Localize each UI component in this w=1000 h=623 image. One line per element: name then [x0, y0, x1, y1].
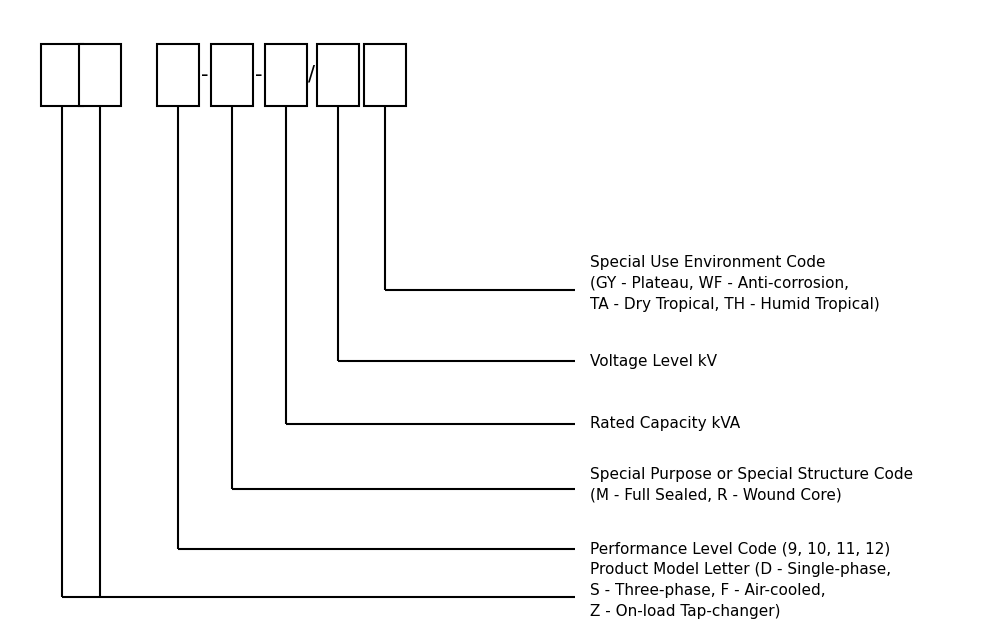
Bar	[211, 44, 253, 106]
Text: /: /	[308, 65, 316, 85]
Text: Performance Level Code (9, 10, 11, 12): Performance Level Code (9, 10, 11, 12)	[590, 542, 890, 557]
Text: -: -	[201, 65, 209, 85]
Bar	[317, 44, 359, 106]
Bar	[364, 44, 406, 106]
Bar	[265, 44, 307, 106]
Text: Special Purpose or Special Structure Code
(M - Full Sealed, R - Wound Core): Special Purpose or Special Structure Cod…	[590, 467, 913, 503]
Text: Voltage Level kV: Voltage Level kV	[590, 354, 717, 369]
Text: -: -	[255, 65, 263, 85]
Text: Product Model Letter (D - Single-phase,
S - Three-phase, F - Air-cooled,
Z - On-: Product Model Letter (D - Single-phase, …	[590, 562, 891, 619]
Bar	[157, 44, 199, 106]
Text: Rated Capacity kVA: Rated Capacity kVA	[590, 416, 740, 431]
Bar	[41, 44, 83, 106]
Text: Special Use Environment Code
(GY - Plateau, WF - Anti-corrosion,
TA - Dry Tropic: Special Use Environment Code (GY - Plate…	[590, 255, 880, 312]
Bar	[79, 44, 121, 106]
